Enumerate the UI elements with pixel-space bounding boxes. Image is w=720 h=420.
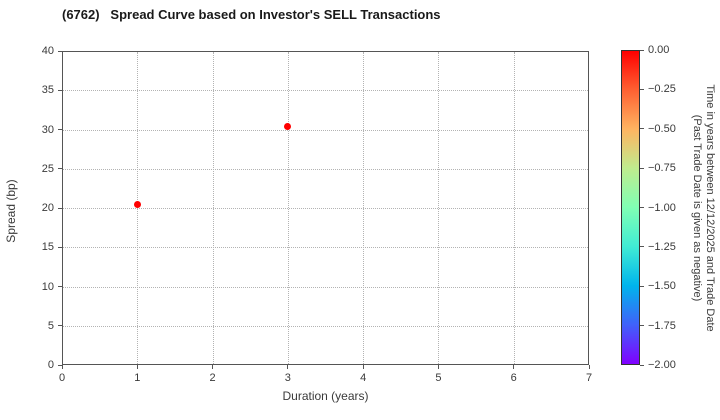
y-tick-mark — [58, 89, 62, 91]
y-tick-label: 10 — [41, 280, 54, 293]
y-tick-label: 30 — [41, 123, 54, 136]
colorbar-tick-label: −0.50 — [648, 122, 676, 135]
colorbar-tick-mark — [640, 325, 644, 327]
y-tick-mark — [58, 207, 62, 209]
colorbar-tick-mark — [640, 285, 644, 287]
x-tick-label: 3 — [284, 372, 291, 384]
y-tick-mark — [58, 50, 62, 52]
y-tick-label: 40 — [41, 45, 54, 57]
grid-line-horizontal — [63, 247, 588, 249]
y-tick-mark — [58, 168, 62, 170]
x-tick-mark — [287, 365, 289, 369]
colorbar — [621, 50, 640, 365]
grid-line-horizontal — [63, 168, 588, 170]
colorbar-tick-mark — [640, 167, 644, 169]
x-tick-label: 7 — [585, 372, 593, 384]
x-tick-mark — [362, 365, 364, 369]
y-tick-label: 35 — [41, 84, 54, 97]
y-axis-label: Spread (bp) — [4, 179, 18, 243]
x-tick-mark — [61, 365, 63, 369]
colorbar-tick-label: −1.25 — [648, 240, 676, 253]
colorbar-tick-label: −1.75 — [648, 319, 676, 332]
x-tick-label: 0 — [58, 372, 66, 384]
colorbar-label: Time in years between 12/12/2025 and Tra… — [690, 0, 716, 418]
y-tick-mark — [58, 325, 62, 327]
y-tick-mark — [58, 364, 62, 366]
colorbar-tick-label: −1.50 — [648, 280, 676, 293]
chart-title: (6762) Spread Curve based on Investor's … — [62, 7, 441, 22]
x-tick-label: 2 — [209, 372, 216, 384]
grid-line-horizontal — [63, 90, 588, 92]
colorbar-tick-mark — [640, 364, 644, 366]
x-tick-mark — [437, 365, 439, 369]
y-tick-label: 25 — [41, 162, 54, 175]
x-tick-mark — [513, 365, 515, 369]
colorbar-tick-mark — [640, 128, 644, 130]
grid-line-horizontal — [63, 286, 588, 288]
y-tick-label: 0 — [47, 359, 54, 371]
x-tick-label: 6 — [510, 372, 517, 384]
x-axis-label: Duration (years) — [282, 389, 369, 403]
x-tick-label: 1 — [134, 372, 141, 384]
y-tick-label: 15 — [41, 241, 54, 254]
colorbar-tick-label: −1.00 — [648, 201, 676, 214]
colorbar-tick-mark — [640, 246, 644, 248]
grid-line-horizontal — [63, 208, 588, 209]
x-tick-mark — [212, 365, 214, 369]
x-tick-label: 4 — [360, 372, 367, 384]
y-tick-label: 5 — [47, 319, 54, 332]
x-tick-label: 5 — [435, 372, 442, 384]
colorbar-tick-mark — [640, 207, 644, 208]
grid-line-horizontal — [63, 325, 588, 327]
colorbar-label-line1: Time in years between 12/12/2025 and Tra… — [704, 84, 716, 332]
colorbar-label-line2: (Past Trade Date is given as negative) — [691, 114, 703, 302]
y-tick-mark — [58, 286, 62, 287]
colorbar-tick-label: 0.00 — [648, 44, 670, 56]
x-tick-mark — [588, 365, 590, 369]
x-tick-mark — [136, 365, 138, 369]
colorbar-tick-label: −0.75 — [648, 162, 676, 175]
colorbar-tick-label: −0.25 — [648, 83, 676, 96]
grid-line-horizontal — [63, 129, 588, 131]
colorbar-tick-mark — [640, 88, 644, 90]
colorbar-tick-mark — [640, 49, 644, 51]
data-point — [284, 122, 292, 130]
colorbar-tick-label: −2.00 — [648, 359, 676, 371]
data-point — [133, 200, 141, 208]
y-tick-mark — [58, 129, 62, 130]
y-tick-label: 20 — [41, 202, 54, 214]
y-tick-mark — [58, 246, 62, 248]
